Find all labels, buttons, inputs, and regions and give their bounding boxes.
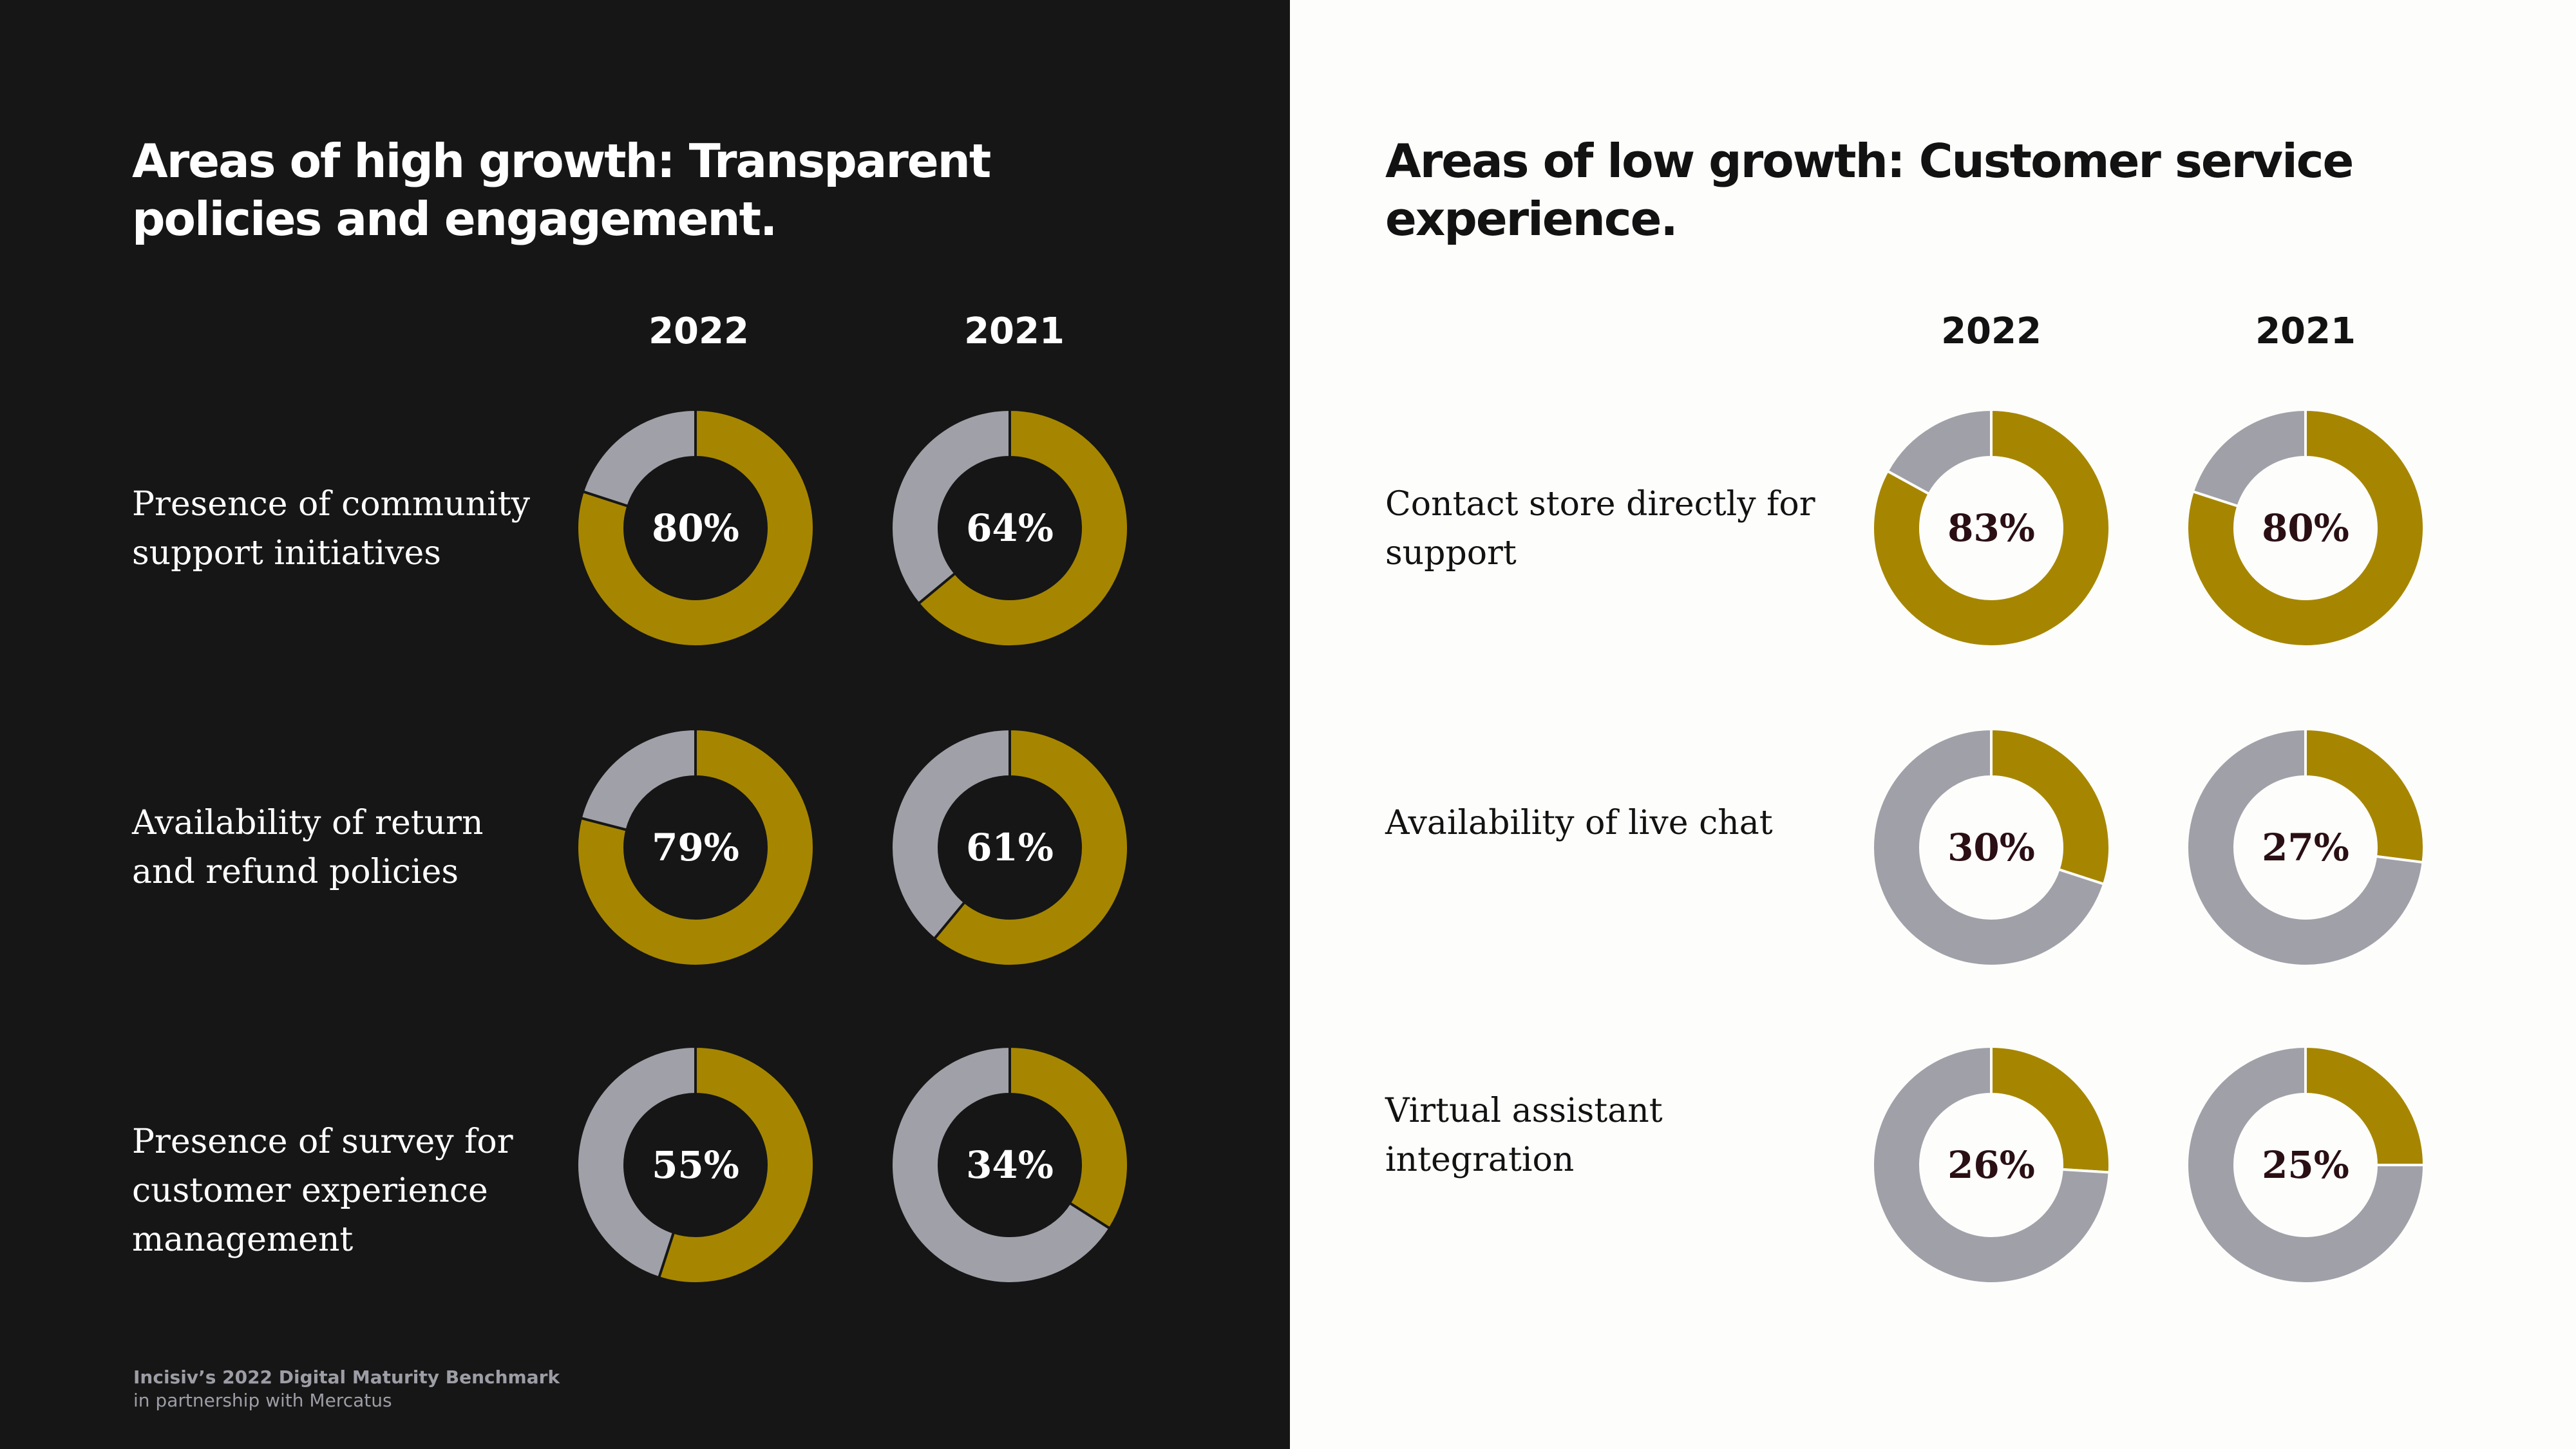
donut-filled-segment (2304, 728, 2425, 864)
donut-virtual-assistant-2021: 25% (2186, 1045, 2425, 1285)
donut-remaining-segment (582, 408, 697, 508)
donut-value-label: 30% (1947, 826, 2035, 869)
donut-filled-segment (1990, 1045, 2111, 1174)
donut-remaining-segment (2186, 728, 2425, 967)
donut-filled-segment (2304, 1045, 2425, 1166)
donut-value-label: 83% (1947, 506, 2035, 550)
donut-value-label: 34% (966, 1143, 1054, 1187)
donut-remaining-segment (1886, 408, 1993, 496)
donut-filled-segment (933, 728, 1130, 967)
donut-filled-segment (658, 1045, 815, 1285)
donut-remaining-segment (1871, 1045, 2111, 1285)
donut-remaining-segment (890, 1045, 1112, 1285)
donut-value-label: 26% (1947, 1143, 2035, 1187)
high-growth-title: Areas of high growth: Transparent polici… (132, 134, 991, 246)
footer-title: Incisiv’s 2022 Digital Maturity Benchmar… (133, 1367, 560, 1388)
donut-filled-segment (2186, 408, 2425, 648)
row-label-return-refund: Availability of return and refund polici… (132, 804, 484, 891)
low-growth-title: Areas of low growth: Customer service ex… (1385, 134, 2354, 246)
donut-filled-segment (1009, 1045, 1130, 1230)
donut-filled-segment (576, 728, 815, 967)
row-label-virtual-assistant: Virtual assistant integration (1385, 1092, 1663, 1179)
footer-subtitle: in partnership with Mercatus (133, 1390, 392, 1411)
year-header-2021: 2021 (964, 310, 1065, 352)
year-header-2022: 2022 (649, 310, 749, 352)
donut-live-chat-2021: 27% (2186, 728, 2425, 967)
donut-live-chat-2022: 30% (1871, 728, 2111, 967)
donut-remaining-segment (1871, 728, 2105, 967)
donut-value-label: 61% (966, 826, 1054, 869)
donut-survey-2021: 34% (890, 1045, 1130, 1285)
donut-value-label: 80% (652, 506, 739, 550)
year-header-2022: 2022 (1941, 310, 2041, 352)
donut-filled-segment (917, 408, 1130, 648)
high-growth-panel: Areas of high growth: Transparent polici… (0, 0, 1290, 1449)
donut-value-label: 64% (966, 506, 1054, 550)
donut-community-support-2022: 80% (576, 408, 815, 648)
donut-return-refund-2022: 79% (576, 728, 815, 967)
donut-remaining-segment (579, 728, 697, 831)
donut-value-label: 27% (2262, 826, 2349, 869)
donut-remaining-segment (576, 1045, 697, 1279)
donut-filled-segment (1871, 408, 2111, 648)
donut-value-label: 79% (652, 826, 739, 869)
donut-contact-store-2022: 83% (1871, 408, 2111, 648)
row-label-live-chat: Availability of live chat (1385, 804, 1773, 842)
donut-virtual-assistant-2022: 26% (1871, 1045, 2111, 1285)
donut-filled-segment (1990, 728, 2111, 886)
donut-value-label: 55% (652, 1143, 739, 1187)
donut-remaining-segment (2186, 1045, 2425, 1285)
donut-remaining-segment (890, 728, 1011, 940)
donut-return-refund-2021: 61% (890, 728, 1130, 967)
donut-survey-2022: 55% (576, 1045, 815, 1285)
donut-remaining-segment (2192, 408, 2307, 508)
donut-filled-segment (576, 408, 815, 648)
year-header-2021: 2021 (2255, 310, 2356, 352)
row-label-community-support: Presence of community support initiative… (132, 485, 531, 573)
donut-remaining-segment (890, 408, 1011, 605)
donut-value-label: 80% (2262, 506, 2349, 550)
low-growth-panel: Areas of low growth: Customer service ex… (1290, 0, 2576, 1449)
donut-value-label: 25% (2262, 1143, 2349, 1187)
row-label-contact-store: Contact store directly for support (1385, 485, 1815, 573)
donut-contact-store-2021: 80% (2186, 408, 2425, 648)
row-label-survey: Presence of survey for customer experien… (132, 1122, 513, 1259)
donut-community-support-2021: 64% (890, 408, 1130, 648)
